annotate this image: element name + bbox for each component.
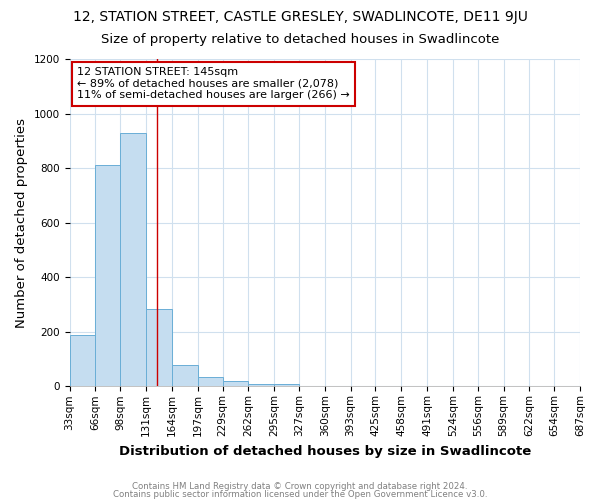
Bar — [248, 384, 274, 386]
Bar — [172, 364, 197, 386]
Text: 12, STATION STREET, CASTLE GRESLEY, SWADLINCOTE, DE11 9JU: 12, STATION STREET, CASTLE GRESLEY, SWAD… — [73, 10, 527, 24]
Bar — [274, 384, 299, 386]
Y-axis label: Number of detached properties: Number of detached properties — [15, 118, 28, 328]
Bar — [120, 132, 146, 386]
Bar — [70, 334, 95, 386]
Text: 12 STATION STREET: 145sqm
← 89% of detached houses are smaller (2,078)
11% of se: 12 STATION STREET: 145sqm ← 89% of detac… — [77, 67, 350, 100]
X-axis label: Distribution of detached houses by size in Swadlincote: Distribution of detached houses by size … — [119, 444, 531, 458]
Bar — [95, 166, 120, 386]
Bar — [223, 381, 248, 386]
Text: Size of property relative to detached houses in Swadlincote: Size of property relative to detached ho… — [101, 32, 499, 46]
Bar — [146, 308, 172, 386]
Text: Contains HM Land Registry data © Crown copyright and database right 2024.: Contains HM Land Registry data © Crown c… — [132, 482, 468, 491]
Bar — [197, 377, 223, 386]
Text: Contains public sector information licensed under the Open Government Licence v3: Contains public sector information licen… — [113, 490, 487, 499]
